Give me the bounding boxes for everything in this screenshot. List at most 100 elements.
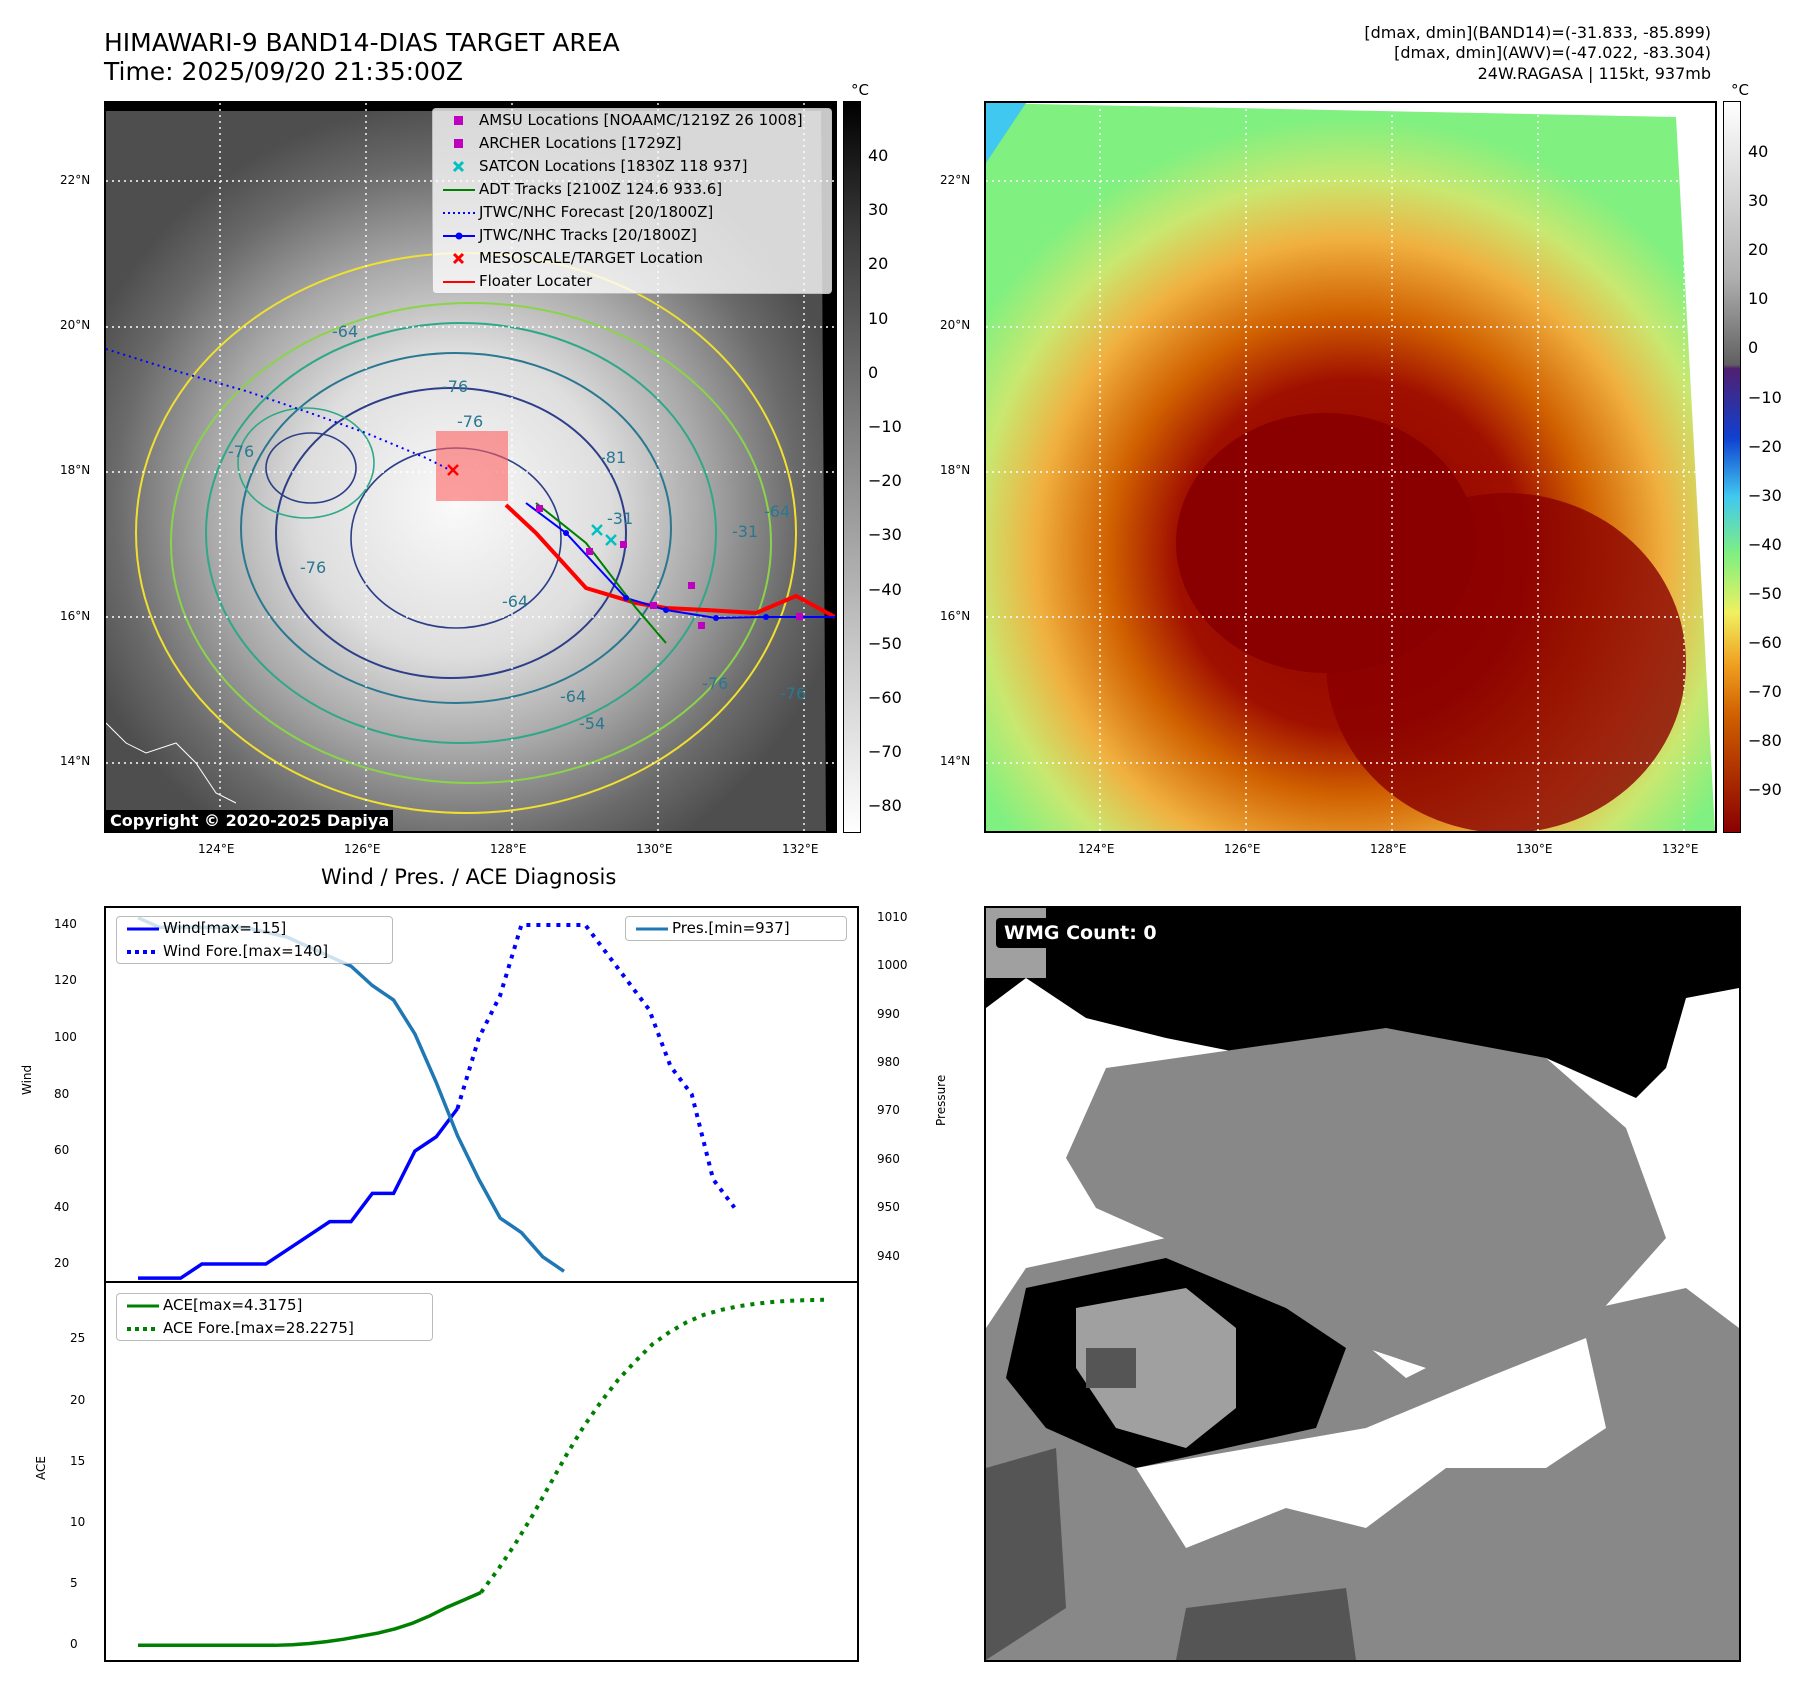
- lon-label: 126°E: [344, 842, 381, 856]
- colorbar-tick: −50: [1748, 583, 1782, 603]
- info-line-2: [dmax, dmin](AWV)=(-47.022, -83.304): [1394, 43, 1711, 62]
- contour-label: -76: [300, 558, 327, 577]
- ace-fore-legend-item: ACE Fore.[max=28.2275]: [117, 1317, 432, 1340]
- map-legend-label: SATCON Locations [1830Z 118 937]: [479, 157, 748, 175]
- map-legend-label: ADT Tracks [2100Z 124.6 933.6]: [479, 180, 723, 198]
- colorbar-tick: −10: [1748, 387, 1782, 407]
- x-legend-symbol: [452, 160, 465, 173]
- dotted-legend-symbol: [443, 212, 475, 214]
- colorbar-tick: −70: [1748, 682, 1782, 702]
- ace-forecast-series-line: [479, 1297, 825, 1594]
- contour-label: -64: [764, 502, 791, 521]
- figure-time: Time: 2025/09/20 21:35:00Z: [104, 57, 463, 86]
- contour-label: -76: [442, 377, 469, 396]
- wind-tick-label: 120: [54, 973, 77, 988]
- lat-label: 14°N: [940, 754, 971, 768]
- map-legend-item: Floater Locater: [433, 270, 831, 293]
- map-legend-item: JTWC/NHC Tracks [20/1800Z]: [433, 224, 831, 247]
- wmg-panel: WMG Count: 0: [984, 906, 1741, 1662]
- pressure-tick-label: 970: [877, 1103, 900, 1118]
- wmg-count-badge: WMG Count: 0: [996, 918, 1165, 948]
- ace-chart: [138, 1297, 825, 1648]
- info-line-1: [dmax, dmin](BAND14)=(-31.833, -85.899): [1364, 23, 1711, 42]
- ace-tick-label: 20: [70, 1392, 86, 1407]
- wind-tick-label: 140: [54, 916, 77, 931]
- contour-label: -76: [228, 442, 255, 461]
- map-legend-label: Floater Locater: [479, 272, 593, 290]
- pres-legend-item: Pres.[min=937]: [626, 917, 846, 940]
- ace-axis-label: ACE: [34, 1456, 48, 1480]
- colorbar-tick: 0: [1748, 338, 1759, 358]
- lon-label: 128°E: [490, 842, 527, 856]
- wind-axis-label: Wind: [20, 1064, 34, 1095]
- ace-legend: ACE[max=4.3175] ACE Fore.[max=28.2275]: [116, 1293, 433, 1341]
- wind-tick-label: 40: [54, 1199, 70, 1214]
- lon-label: 130°E: [1516, 842, 1553, 856]
- lat-label: 18°N: [940, 463, 971, 477]
- map-legend-label: JTWC/NHC Forecast [20/1800Z]: [479, 203, 714, 221]
- lon-label: 132°E: [782, 842, 819, 856]
- colorbar-tick: 10: [868, 308, 889, 328]
- map-legend: AMSU Locations [NOAAMC/1219Z 26 1008] ARC…: [432, 108, 832, 294]
- map-legend-label: AMSU Locations [NOAAMC/1219Z 26 1008]: [479, 111, 803, 129]
- contour-label: -64: [332, 322, 359, 341]
- gray-colorbar: [843, 101, 861, 833]
- line-legend-symbol: [443, 189, 475, 191]
- contour-label: -31: [607, 509, 634, 528]
- colorbar-tick: 40: [868, 146, 889, 165]
- colorbar-tick: −40: [1748, 534, 1782, 554]
- pressure-tick-label: 990: [877, 1006, 900, 1021]
- copyright-label: Copyright © 2020-2025 Dapiya: [106, 810, 394, 831]
- x-legend-symbol: [452, 252, 465, 265]
- map-legend-item: SATCON Locations [1830Z 118 937]: [433, 155, 831, 178]
- map-legend-item: ARCHER Locations [1729Z]: [433, 132, 831, 155]
- wmg-image: [986, 908, 1739, 1660]
- wind-legend: Wind[max=115] Wind Fore.[max=140]: [116, 916, 393, 964]
- awv-map-image: [986, 103, 1715, 831]
- colorbar-tick: −50: [868, 633, 902, 653]
- contour-label: -76: [780, 684, 807, 703]
- ace-panel: ACE[max=4.3175] ACE Fore.[max=28.2275]: [104, 1281, 859, 1662]
- square-legend-symbol: [454, 116, 463, 125]
- lat-label: 18°N: [60, 463, 91, 477]
- colorbar-tick: −60: [868, 688, 902, 707]
- colorbar-tick: −80: [1748, 731, 1782, 751]
- wind-series-line: [138, 1107, 459, 1280]
- pressure-axis-label: Pressure: [934, 1074, 948, 1126]
- colorbar-tick: 20: [1748, 240, 1769, 260]
- pressure-tick-label: 940: [877, 1248, 900, 1263]
- ir-map-panel: Copyright © 2020-2025 Dapiya -64 -76 -76 -6…: [104, 101, 837, 833]
- wind-tick-label: 60: [54, 1143, 70, 1157]
- colorbar-tick: 40: [1748, 142, 1769, 161]
- lat-label: 22°N: [60, 173, 91, 187]
- colorbar-tick: −20: [1748, 436, 1782, 456]
- lon-label: 132°E: [1662, 842, 1699, 856]
- ace-series-line: [138, 1590, 482, 1648]
- ace-legend-item: ACE[max=4.3175]: [117, 1294, 432, 1317]
- colorbar-tick: 20: [868, 254, 889, 274]
- map-legend-label: MESOSCALE/TARGET Location: [479, 249, 704, 267]
- pressure-series-line: [137, 916, 565, 1273]
- pres-legend: Pres.[min=937]: [625, 916, 847, 941]
- pressure-tick-label: 960: [877, 1151, 900, 1166]
- colorbar-tick: 30: [868, 200, 889, 220]
- awv-colorbar: [1723, 101, 1741, 833]
- map-legend-label: JTWC/NHC Tracks [20/1800Z]: [479, 226, 697, 244]
- contour-label: -64: [502, 592, 529, 611]
- contour-label: -54: [579, 714, 606, 733]
- colorbar-tick: −30: [868, 525, 902, 545]
- pres-legend-label: Pres.[min=937]: [672, 919, 790, 937]
- wind-forecast-series-line: [455, 922, 736, 1209]
- lat-label: 16°N: [940, 609, 971, 623]
- wind-pres-panel: Wind[max=115] Wind Fore.[max=140] Pres.[…: [104, 906, 859, 1283]
- lon-label: 128°E: [1370, 842, 1407, 856]
- colorbar-tick: −70: [868, 742, 902, 762]
- line-legend-symbol: [443, 281, 475, 283]
- pressure-tick-label: 1000: [877, 958, 908, 973]
- wind-legend-label: Wind[max=115]: [163, 919, 287, 937]
- ace-fore-legend-label: ACE Fore.[max=28.2275]: [163, 1319, 354, 1337]
- map-legend-item: ADT Tracks [2100Z 124.6 933.6]: [433, 178, 831, 201]
- colorbar-tick: −20: [868, 471, 902, 491]
- contour-label: -64: [560, 687, 587, 706]
- map-legend-item: AMSU Locations [NOAAMC/1219Z 26 1008]: [433, 109, 831, 132]
